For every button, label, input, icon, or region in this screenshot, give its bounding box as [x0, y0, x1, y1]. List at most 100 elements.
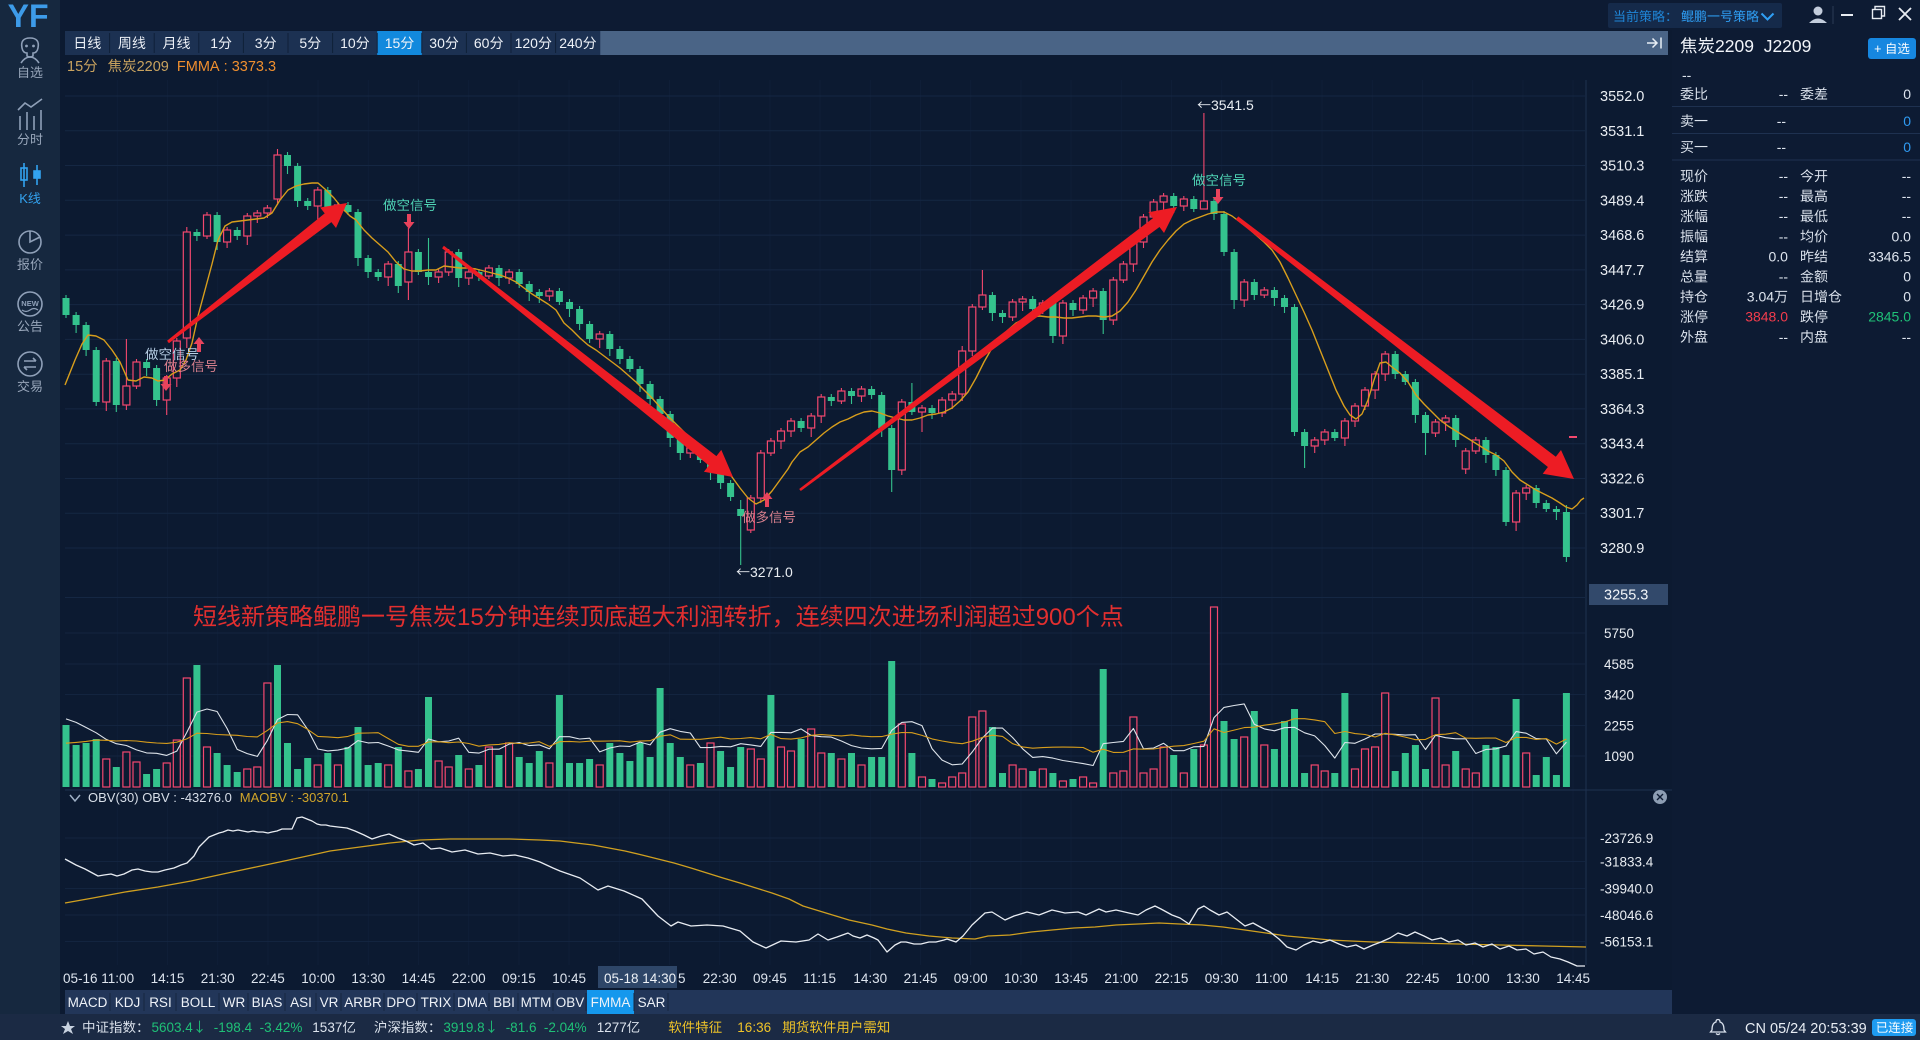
svg-text::: : [224, 59, 228, 75]
svg-text:FMMA: FMMA [177, 59, 220, 75]
svg-text:MACD: MACD [68, 995, 108, 1010]
svg-text:--: -- [1779, 208, 1789, 224]
svg-text:3301.7: 3301.7 [1600, 506, 1644, 522]
svg-text:2845.0: 2845.0 [1868, 309, 1911, 325]
svg-text:60: 60 [474, 35, 490, 51]
svg-text:--: -- [1779, 86, 1789, 102]
svg-text:SAR: SAR [638, 995, 666, 1010]
svg-text:13:30: 13:30 [351, 971, 385, 986]
svg-text:3280.9: 3280.9 [1600, 541, 1644, 557]
svg-text:3406.0: 3406.0 [1600, 332, 1644, 348]
svg-text:--: -- [1902, 329, 1912, 345]
svg-text:09:15: 09:15 [502, 971, 536, 986]
svg-text:30: 30 [429, 35, 445, 51]
svg-text:-39940.0: -39940.0 [1600, 882, 1653, 897]
svg-text:21:45: 21:45 [904, 971, 938, 986]
svg-text:1: 1 [210, 35, 218, 51]
svg-text:--: -- [1777, 113, 1787, 129]
svg-text:11:15: 11:15 [803, 971, 836, 986]
svg-text:10:00: 10:00 [1456, 971, 1490, 986]
svg-text:3343.4: 3343.4 [1600, 437, 1644, 453]
svg-text:1537: 1537 [312, 1020, 342, 1035]
svg-text:240: 240 [559, 35, 583, 51]
svg-text:FMMA: FMMA [591, 995, 631, 1010]
svg-text:-30370.1: -30370.1 [298, 790, 349, 805]
svg-text:20:53:39: 20:53:39 [1810, 1021, 1866, 1037]
svg-text:22:00: 22:00 [452, 971, 486, 986]
svg-text:05-18: 05-18 [604, 971, 639, 986]
svg-text:-81.6: -81.6 [506, 1020, 537, 1035]
svg-text:3510.3: 3510.3 [1600, 159, 1644, 175]
svg-text:5: 5 [299, 35, 307, 51]
svg-text:0.0: 0.0 [1769, 248, 1789, 264]
svg-text:05-16: 05-16 [63, 971, 98, 986]
svg-text:1277: 1277 [597, 1020, 627, 1035]
svg-text:5750: 5750 [1604, 626, 1634, 641]
svg-text:09:45: 09:45 [753, 971, 787, 986]
svg-text:OBV: OBV [142, 790, 170, 805]
svg-text:-3.42%: -3.42% [260, 1020, 303, 1035]
svg-text:3322.6: 3322.6 [1600, 472, 1644, 488]
svg-text:14:45: 14:45 [402, 971, 436, 986]
svg-text:--: -- [1777, 139, 1787, 155]
svg-text:22:30: 22:30 [703, 971, 737, 986]
svg-text:+: + [1874, 42, 1881, 56]
svg-text:0: 0 [1903, 86, 1911, 102]
svg-text:-2.04%: -2.04% [544, 1020, 587, 1035]
svg-text:BOLL: BOLL [181, 995, 216, 1010]
svg-text:--: -- [1902, 188, 1912, 204]
svg-text:MTM: MTM [521, 995, 552, 1010]
svg-text:0: 0 [1903, 269, 1911, 285]
svg-text:K: K [19, 191, 28, 206]
svg-text:BIAS: BIAS [252, 995, 283, 1010]
svg-text:5: 5 [678, 971, 686, 986]
svg-text:-43276.0: -43276.0 [181, 790, 232, 805]
svg-text:22:45: 22:45 [1406, 971, 1440, 986]
svg-text:15: 15 [457, 604, 484, 631]
svg-text:ARBR: ARBR [344, 995, 382, 1010]
svg-text:120: 120 [515, 35, 539, 51]
svg-text:-198.4: -198.4 [214, 1020, 253, 1035]
svg-text:--: -- [1779, 269, 1789, 285]
svg-text:--: -- [1779, 228, 1789, 244]
svg-text:22:15: 22:15 [1155, 971, 1189, 986]
svg-text:WR: WR [223, 995, 246, 1010]
svg-text:DPO: DPO [386, 995, 415, 1010]
svg-text:10:00: 10:00 [301, 971, 335, 986]
svg-text:14:30: 14:30 [642, 971, 676, 986]
svg-text:0.0: 0.0 [1892, 228, 1912, 244]
svg-text:22:45: 22:45 [251, 971, 285, 986]
svg-text:3271.0: 3271.0 [750, 564, 793, 580]
svg-text:15: 15 [67, 59, 83, 75]
svg-text:0: 0 [1903, 139, 1911, 155]
svg-text:3364.3: 3364.3 [1600, 402, 1644, 418]
svg-text:3255.3: 3255.3 [1604, 588, 1648, 604]
svg-text:YF: YF [8, 0, 49, 34]
svg-text:09:00: 09:00 [954, 971, 988, 986]
svg-text:09:30: 09:30 [1205, 971, 1239, 986]
svg-text::: : [290, 790, 294, 805]
svg-text:3489.4: 3489.4 [1600, 193, 1644, 209]
svg-text:3447.7: 3447.7 [1600, 263, 1644, 279]
svg-text:ASI: ASI [290, 995, 312, 1010]
svg-text:VR: VR [320, 995, 339, 1010]
svg-text:11:00: 11:00 [1255, 971, 1288, 986]
svg-text:15: 15 [385, 35, 401, 51]
svg-text:BBI: BBI [493, 995, 515, 1010]
svg-text:13:45: 13:45 [1054, 971, 1088, 986]
svg-text:--: -- [1779, 168, 1789, 184]
svg-text:-31833.4: -31833.4 [1600, 855, 1654, 870]
svg-text:0: 0 [1903, 113, 1911, 129]
svg-text:DMA: DMA [457, 995, 487, 1010]
svg-text:10:30: 10:30 [1004, 971, 1038, 986]
svg-text:21:00: 21:00 [1104, 971, 1138, 986]
svg-text:21:30: 21:30 [201, 971, 235, 986]
svg-text:3848.0: 3848.0 [1745, 309, 1788, 325]
svg-text:MAOBV: MAOBV [240, 790, 287, 805]
svg-text:--: -- [1682, 67, 1692, 83]
svg-text:14:15: 14:15 [151, 971, 185, 986]
svg-text:--: -- [1902, 168, 1912, 184]
svg-text:14:45: 14:45 [1556, 971, 1590, 986]
svg-text:5603.4: 5603.4 [152, 1020, 194, 1035]
svg-text:TRIX: TRIX [421, 995, 452, 1010]
